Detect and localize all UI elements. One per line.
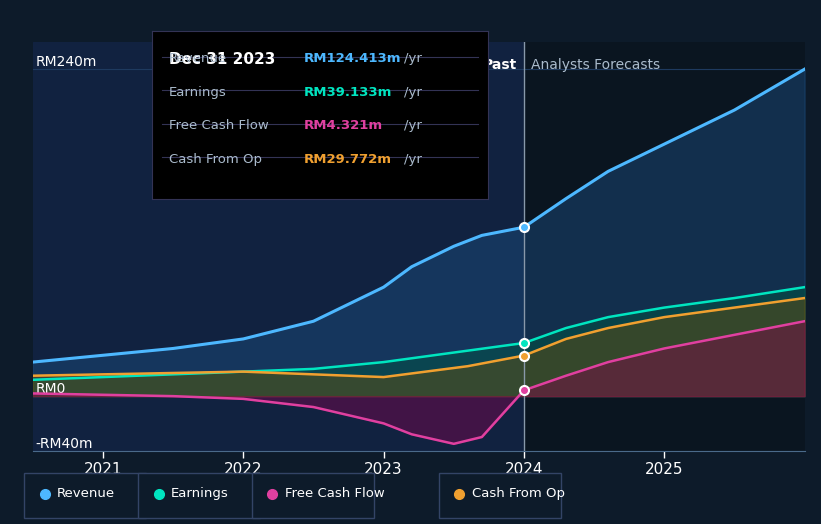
Bar <box>524 42 805 451</box>
Text: RM29.772m: RM29.772m <box>304 152 392 166</box>
Text: Dec 31 2023: Dec 31 2023 <box>169 51 275 67</box>
FancyBboxPatch shape <box>138 473 260 518</box>
Text: /yr: /yr <box>404 85 422 99</box>
Text: Revenue: Revenue <box>57 487 115 500</box>
FancyBboxPatch shape <box>25 473 146 518</box>
Text: Free Cash Flow: Free Cash Flow <box>285 487 384 500</box>
Text: Free Cash Flow: Free Cash Flow <box>169 119 268 132</box>
Text: Cash From Op: Cash From Op <box>471 487 565 500</box>
Text: /yr: /yr <box>404 119 422 132</box>
Text: RM4.321m: RM4.321m <box>304 119 383 132</box>
Text: Earnings: Earnings <box>171 487 228 500</box>
Text: -RM40m: -RM40m <box>35 436 93 451</box>
Text: RM124.413m: RM124.413m <box>304 52 401 65</box>
Text: RM39.133m: RM39.133m <box>304 85 392 99</box>
Text: Earnings: Earnings <box>169 85 227 99</box>
FancyBboxPatch shape <box>252 473 374 518</box>
Text: Revenue: Revenue <box>169 52 227 65</box>
Text: RM0: RM0 <box>35 382 66 396</box>
Text: RM240m: RM240m <box>35 55 97 69</box>
Text: /yr: /yr <box>404 152 422 166</box>
Text: /yr: /yr <box>404 52 422 65</box>
FancyBboxPatch shape <box>439 473 561 518</box>
Text: Cash From Op: Cash From Op <box>169 152 262 166</box>
Text: Past: Past <box>483 58 517 72</box>
Text: Analysts Forecasts: Analysts Forecasts <box>531 58 660 72</box>
Bar <box>33 42 524 451</box>
